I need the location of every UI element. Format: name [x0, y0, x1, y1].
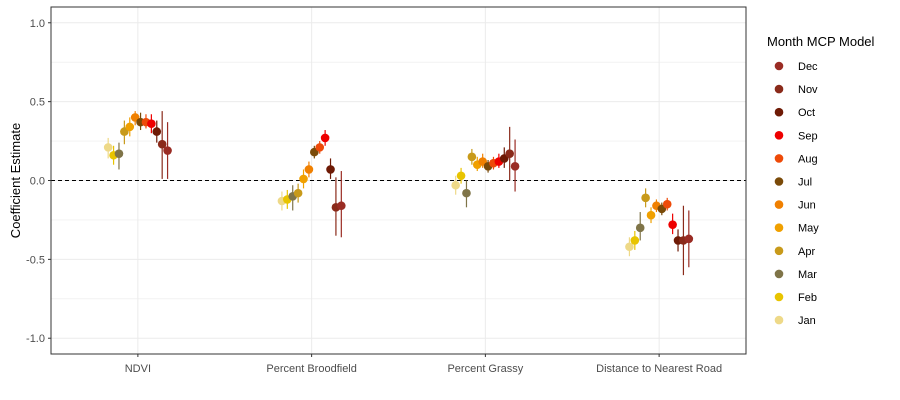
point-aug [315, 143, 325, 152]
point-jan [625, 242, 634, 252]
legend-key-sep [774, 131, 784, 140]
point-sep [320, 133, 330, 143]
point-jan [103, 143, 113, 152]
point-oct [152, 127, 162, 136]
point-mar [114, 149, 124, 158]
data-marks [103, 111, 694, 276]
point-sep [147, 119, 156, 129]
point-dec [684, 234, 694, 244]
point-may [646, 210, 656, 220]
point-dec [510, 162, 520, 171]
point-dec [163, 146, 172, 155]
legend-key-oct [774, 107, 784, 117]
legend-label-jan: Jan [798, 315, 816, 327]
point-apr [641, 193, 650, 203]
legend-key-nov [774, 84, 784, 94]
legend-label-may: May [798, 223, 819, 235]
legend-key-may [774, 223, 784, 232]
legend-key-aug [774, 154, 784, 163]
x-tick-label: Percent Broodfield [266, 363, 357, 375]
legend-key-jul [774, 177, 784, 186]
legend-label-mar: Mar [798, 269, 817, 281]
legend-key-apr [774, 246, 784, 256]
point-nov [157, 139, 167, 149]
legend-key-dec [774, 61, 784, 71]
x-tick-label: NDVI [125, 363, 151, 375]
point-may [125, 122, 135, 132]
legend-key-feb [774, 292, 784, 302]
point-apr [467, 152, 477, 162]
y-tick-label: 0.5 [30, 97, 45, 109]
point-aug [662, 199, 672, 209]
y-tick-label: -0.5 [26, 254, 45, 266]
point-oct [326, 165, 335, 174]
legend-label-aug: Aug [798, 153, 818, 165]
point-feb [456, 171, 466, 181]
legend-label-jul: Jul [798, 177, 812, 189]
legend-label-sep: Sep [798, 130, 818, 142]
point-mar [462, 188, 471, 198]
legend-label-apr: Apr [798, 246, 815, 258]
point-may [299, 174, 308, 184]
axes: -1.0 -0.5 0.0 0.5 1.0 NDVI Percent Broodfield P… [26, 18, 722, 375]
y-axis-title: Coefficient Estimate [8, 123, 23, 238]
point-mar [635, 223, 645, 233]
legend: Month MCP Model Dec Nov Oct Sep Aug Jul Jun May… [767, 34, 875, 327]
legend-key-jun [774, 200, 784, 209]
x-tick-label: Distance to Nearest Road [596, 363, 722, 375]
legend-label-oct: Oct [798, 107, 815, 119]
y-tick-label: -1.0 [26, 333, 45, 345]
point-jun [304, 165, 314, 174]
legend-label-feb: Feb [798, 292, 817, 304]
legend-label-jun: Jun [798, 200, 816, 212]
legend-label-nov: Nov [798, 84, 818, 96]
point-jan [451, 180, 460, 190]
grid-lines [51, 7, 746, 354]
point-apr [293, 188, 303, 198]
legend-key-jan [774, 315, 784, 325]
y-tick-label: 1.0 [30, 18, 45, 30]
point-nov [505, 149, 514, 158]
point-dec [337, 201, 346, 211]
point-feb [630, 236, 640, 245]
x-tick-label: Percent Grassy [447, 363, 523, 375]
point-sep [668, 220, 677, 229]
legend-label-dec: Dec [798, 61, 818, 73]
legend-key-mar [774, 269, 784, 279]
y-tick-label: 0.0 [30, 176, 45, 188]
legend-title: Month MCP Model [767, 34, 875, 49]
